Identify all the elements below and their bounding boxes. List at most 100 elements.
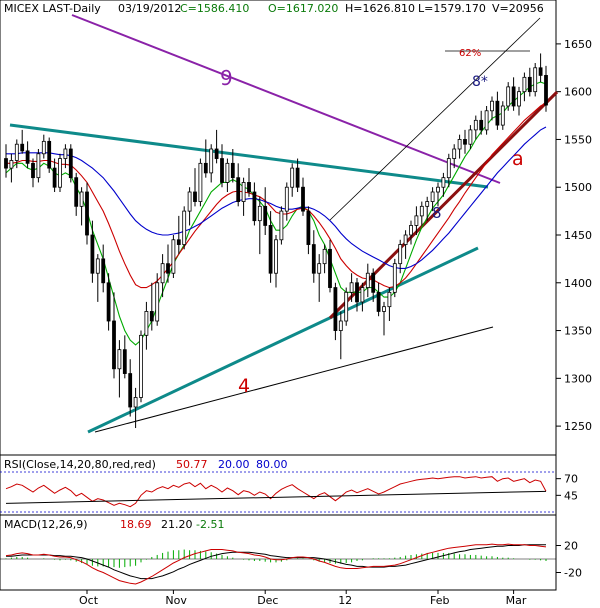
wave-a-label: a xyxy=(512,148,524,170)
candle-body xyxy=(176,239,181,245)
time-tick-label: Dec xyxy=(257,594,278,607)
candle-body xyxy=(511,86,516,107)
candle-body xyxy=(14,143,19,161)
price-tick-label: 1250 xyxy=(564,420,592,433)
candle-body xyxy=(306,210,311,245)
candle-body xyxy=(500,105,505,126)
price-header: MICEX LAST-Daily 03/19/2012 C=1586.410 O… xyxy=(4,2,544,15)
candle-body xyxy=(295,167,300,188)
candle-body xyxy=(279,210,284,241)
rsi-low: 20.00 xyxy=(218,458,250,471)
candle-body xyxy=(387,291,392,308)
price-tick-label: 1350 xyxy=(564,325,592,338)
price-tick-label: 1450 xyxy=(564,229,592,242)
macd-signal-line xyxy=(6,544,546,580)
candle-body xyxy=(144,311,149,336)
candle-body xyxy=(317,263,322,274)
candle-body xyxy=(355,282,359,303)
rsi-trend-line xyxy=(5,490,547,504)
price-tick-label: 1300 xyxy=(564,372,592,385)
candle-body xyxy=(419,205,424,217)
candle-body xyxy=(20,143,25,152)
macd-plot: -20 20 xyxy=(0,540,582,585)
candle-body xyxy=(155,282,160,322)
candle-body xyxy=(139,334,143,398)
rsi-tick-label: 45 xyxy=(564,489,578,502)
channel-upper-line xyxy=(329,17,541,221)
candle-body xyxy=(409,225,413,236)
candle-body xyxy=(376,291,381,312)
macd-title: MACD(12,26,9) xyxy=(4,518,88,531)
macd-line xyxy=(5,543,547,585)
candle-body xyxy=(74,177,79,207)
price-tick-label: 1400 xyxy=(564,277,592,290)
candle-body xyxy=(52,167,57,188)
candle-body xyxy=(68,148,73,179)
candle-body xyxy=(360,287,365,303)
rsi-tick-label: 70 xyxy=(564,473,578,486)
time-tick-label: 12 xyxy=(338,594,352,607)
candle-body xyxy=(182,210,187,245)
candle-body xyxy=(311,244,316,274)
candle-body xyxy=(241,182,246,202)
candle-body xyxy=(484,110,489,131)
candle-body xyxy=(47,140,52,169)
candle-body xyxy=(112,320,116,370)
candle-body xyxy=(58,158,62,188)
time-tick-label: Nov xyxy=(165,594,187,607)
lower-triangle-line xyxy=(87,246,479,434)
candle-body xyxy=(441,177,446,188)
candle-body xyxy=(230,162,235,179)
candle-body xyxy=(85,191,89,236)
ma-fast-line xyxy=(5,81,547,346)
fib-62-label: 62% xyxy=(459,48,481,59)
candle-body xyxy=(220,158,224,183)
candle-body xyxy=(398,244,403,265)
candle-body xyxy=(301,186,305,212)
price-tick-label: 1600 xyxy=(564,86,592,99)
time-tick-label: Mar xyxy=(506,594,527,607)
candle-body xyxy=(527,76,532,93)
candle-body xyxy=(187,191,192,212)
candle-body xyxy=(9,160,14,169)
upper-triangle-line xyxy=(9,123,489,189)
candle-body xyxy=(490,100,494,112)
candle-body xyxy=(430,191,435,202)
candle-body xyxy=(284,186,289,212)
candle-body xyxy=(344,291,349,322)
candle-body xyxy=(274,239,278,274)
candle-body xyxy=(333,287,338,331)
candle-body xyxy=(414,215,419,226)
candle-body xyxy=(463,139,467,145)
candle-body xyxy=(517,91,521,107)
macd-value: 18.69 xyxy=(120,518,152,531)
candle-body xyxy=(236,177,241,202)
candle-body xyxy=(203,162,208,174)
candle-body xyxy=(193,191,197,202)
candle-body xyxy=(457,139,462,150)
rsi-line xyxy=(5,476,547,508)
candle-body xyxy=(382,306,386,312)
candle-body xyxy=(506,86,511,107)
candle-body xyxy=(36,153,41,179)
candle-body xyxy=(106,282,111,322)
low-label: L=1579.170 xyxy=(418,2,486,15)
wave-8-label: 8 xyxy=(432,204,442,222)
candle-body xyxy=(25,150,30,164)
candle-body xyxy=(79,191,84,207)
candles xyxy=(4,53,548,429)
candle-body xyxy=(479,119,484,131)
symbol-label: MICEX LAST-Daily xyxy=(4,2,101,15)
candle-body xyxy=(322,248,327,265)
candle-body xyxy=(214,148,219,159)
candle-body xyxy=(90,234,95,274)
candle-body xyxy=(365,272,370,288)
candle-body xyxy=(473,119,478,131)
candle-body xyxy=(522,76,527,93)
rsi-title: RSI(Close,14,20,80,red,red) xyxy=(4,458,156,471)
candle-body xyxy=(263,205,268,226)
macd-tick-label: 20 xyxy=(564,540,578,553)
candle-body xyxy=(198,162,203,202)
close-label: C=1586.410 xyxy=(180,2,249,15)
date-label: 03/19/2012 xyxy=(118,2,181,15)
